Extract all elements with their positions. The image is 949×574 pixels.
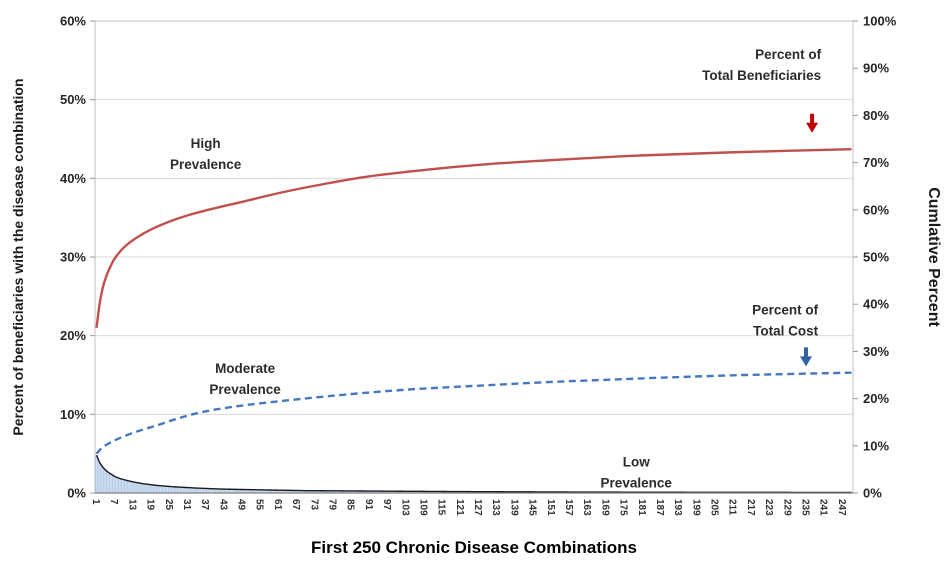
svg-text:Percent of: Percent of xyxy=(752,303,819,318)
beneficiaries-series-label: Percent of Total Beneficiaries xyxy=(702,47,822,83)
x-axis-tick-label: 223 xyxy=(763,499,774,516)
moderate-prevalence-label: Moderate Prevalence xyxy=(209,361,281,397)
x-axis-tick-label: 139 xyxy=(508,499,519,516)
x-axis-tick-label: 235 xyxy=(800,499,811,516)
right-axis-tick-label: 30% xyxy=(863,344,889,359)
x-axis-tick-label: 151 xyxy=(545,499,556,516)
x-axis-tick-label: 73 xyxy=(308,499,319,511)
x-axis-tick-label: 31 xyxy=(181,499,192,511)
svg-text:Prevalence: Prevalence xyxy=(601,476,673,491)
left-axis-tick-label: 50% xyxy=(60,92,86,107)
left-axis-tick-label: 0% xyxy=(67,486,86,501)
svg-text:Total Beneficiaries: Total Beneficiaries xyxy=(702,68,821,83)
x-axis-tick-label: 175 xyxy=(618,499,629,516)
right-axis-tick-label: 70% xyxy=(863,155,889,170)
left-axis-tick-label: 20% xyxy=(60,328,86,343)
x-axis-tick-label: 109 xyxy=(417,499,428,516)
high-prevalence-label: High Prevalence xyxy=(170,136,242,172)
x-axis-tick-label: 169 xyxy=(599,499,610,516)
right-axis-tick-label: 40% xyxy=(863,297,889,312)
right-axis-tick-label: 20% xyxy=(863,391,889,406)
x-axis-tick-label: 187 xyxy=(654,499,665,516)
x-axis-tick-label: 127 xyxy=(472,499,483,516)
left-axis-tick-label: 10% xyxy=(60,407,86,422)
x-axis-tick-label: 37 xyxy=(199,499,210,511)
x-axis-tick-label: 79 xyxy=(327,499,338,511)
cumulative-cost-line xyxy=(95,371,852,455)
x-axis-tick-label: 103 xyxy=(399,499,410,516)
x-axis-tick-label: 247 xyxy=(836,499,847,516)
x-axis-tick-label: 205 xyxy=(709,499,720,516)
x-axis-tick-label: 43 xyxy=(217,499,228,511)
x-axis-tick-label: 61 xyxy=(272,499,283,511)
x-axis-tick-label: 7 xyxy=(108,499,119,505)
x-axis-tick-label: 133 xyxy=(490,499,501,516)
x-axis-tick-label: 91 xyxy=(363,499,374,511)
x-axis-tick-label: 115 xyxy=(436,499,447,516)
x-axis-tick-label: 181 xyxy=(636,499,647,516)
cost-series-label: Percent of Total Cost xyxy=(752,303,819,339)
prevalence-bars xyxy=(95,455,853,494)
right-axis-tick-label: 80% xyxy=(863,108,889,123)
left-axis-tick-label: 40% xyxy=(60,171,86,186)
x-axis-tick-label: 193 xyxy=(672,499,683,516)
svg-text:Prevalence: Prevalence xyxy=(170,157,242,172)
right-axis-tick-label: 90% xyxy=(863,61,889,76)
right-axis-tick-label: 60% xyxy=(863,202,889,217)
x-axis-tick-label: 241 xyxy=(818,499,829,516)
left-axis-tick-label: 30% xyxy=(60,250,86,265)
left-axis-tick-label: 60% xyxy=(60,14,86,29)
x-axis-tick-label: 49 xyxy=(236,499,247,511)
x-axis-tick-label: 217 xyxy=(745,499,756,516)
right-axis-tick-label: 100% xyxy=(863,14,897,29)
svg-text:Prevalence: Prevalence xyxy=(209,382,281,397)
cost-arrow xyxy=(800,347,812,367)
right-axis-tick-label: 10% xyxy=(863,438,889,453)
svg-text:Total Cost: Total Cost xyxy=(753,324,818,339)
low-prevalence-label: Low Prevalence xyxy=(601,455,673,491)
x-axis-tick-label: 55 xyxy=(254,499,265,511)
x-axis-tick-label: 199 xyxy=(690,499,701,516)
beneficiaries-arrow xyxy=(806,113,819,133)
left-axis-title: Percent of beneficiaries with the diseas… xyxy=(10,78,26,436)
x-axis-tick-label: 211 xyxy=(727,499,738,516)
right-axis-title: Cumlative Percent xyxy=(925,187,942,327)
x-axis-tick-label: 1 xyxy=(90,499,101,505)
svg-text:High: High xyxy=(191,136,221,151)
right-axis-tick-label: 50% xyxy=(863,250,889,265)
x-axis-tick-label: 85 xyxy=(345,499,356,511)
svg-text:Low: Low xyxy=(623,455,650,470)
right-axis-tick-label: 0% xyxy=(863,486,882,501)
svg-text:Moderate: Moderate xyxy=(215,361,276,376)
x-axis-tick-label: 67 xyxy=(290,499,301,511)
x-axis-tick-label: 229 xyxy=(781,499,792,516)
x-axis-tick-label: 145 xyxy=(527,499,538,516)
x-axis-tick-label: 19 xyxy=(145,499,156,511)
x-axis-title: First 250 Chronic Disease Combinations xyxy=(311,538,637,557)
x-axis-tick-label: 163 xyxy=(581,499,592,516)
x-axis-tick-label: 25 xyxy=(163,499,174,511)
x-axis-tick-label: 13 xyxy=(126,499,137,511)
x-axis-tick-label: 97 xyxy=(381,499,392,511)
svg-text:Percent of: Percent of xyxy=(755,47,822,62)
x-axis-tick-label: 157 xyxy=(563,499,574,516)
x-axis-tick-label: 121 xyxy=(454,499,465,516)
prevalence-envelope-line xyxy=(95,454,852,494)
cumulative-beneficiaries-line xyxy=(95,148,852,328)
